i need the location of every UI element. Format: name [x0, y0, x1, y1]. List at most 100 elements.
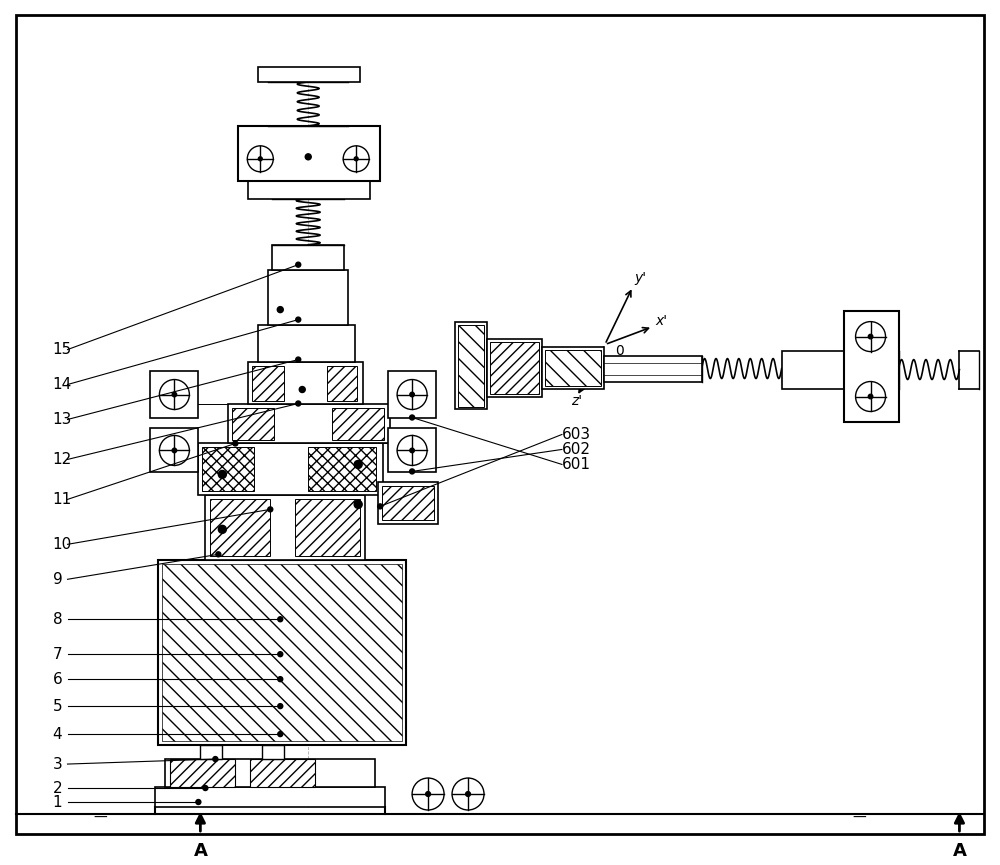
Circle shape: [233, 441, 238, 446]
Circle shape: [296, 317, 301, 322]
Circle shape: [159, 435, 189, 465]
Text: 8: 8: [53, 612, 62, 627]
Text: x': x': [656, 314, 668, 328]
Circle shape: [216, 552, 221, 557]
Bar: [248, 362, 363, 403]
Circle shape: [856, 322, 886, 351]
Circle shape: [278, 651, 283, 657]
Text: 10: 10: [53, 537, 72, 552]
Text: 9: 9: [53, 572, 62, 586]
Bar: [382, 486, 434, 521]
Text: 602: 602: [562, 442, 591, 457]
Bar: [238, 125, 380, 181]
Text: —: —: [853, 811, 866, 825]
Text: A: A: [952, 842, 966, 860]
Text: 14: 14: [53, 377, 72, 392]
Bar: [378, 483, 438, 524]
Text: —: —: [94, 811, 107, 825]
Bar: [487, 338, 542, 396]
Text: 7: 7: [53, 647, 62, 662]
Bar: [388, 428, 436, 472]
Text: 12: 12: [53, 452, 72, 467]
Bar: [248, 181, 370, 199]
Circle shape: [868, 335, 873, 339]
Text: 4: 4: [53, 727, 62, 741]
Text: 13: 13: [53, 412, 72, 427]
Text: 1: 1: [53, 795, 62, 810]
Circle shape: [296, 401, 301, 406]
Bar: [150, 370, 198, 419]
Circle shape: [354, 500, 362, 509]
Bar: [205, 496, 365, 561]
Text: 6: 6: [53, 671, 62, 687]
Text: A: A: [193, 842, 207, 860]
Circle shape: [278, 703, 283, 708]
Bar: [327, 366, 357, 400]
Bar: [200, 745, 222, 759]
Circle shape: [172, 392, 177, 397]
Circle shape: [397, 380, 427, 409]
Bar: [458, 324, 484, 407]
Bar: [232, 407, 274, 440]
Circle shape: [378, 504, 383, 509]
Circle shape: [466, 791, 470, 797]
Bar: [604, 356, 702, 381]
Circle shape: [397, 435, 427, 465]
Bar: [332, 407, 384, 440]
Circle shape: [258, 157, 262, 161]
Text: 601: 601: [562, 457, 591, 472]
Circle shape: [410, 469, 415, 474]
Bar: [388, 370, 436, 419]
Circle shape: [354, 157, 358, 161]
Circle shape: [277, 306, 283, 312]
Bar: [542, 347, 604, 388]
Circle shape: [410, 448, 414, 452]
Circle shape: [203, 785, 208, 791]
Bar: [782, 350, 844, 388]
Bar: [170, 759, 235, 787]
Text: 2: 2: [53, 780, 62, 796]
Text: 15: 15: [53, 342, 72, 357]
Circle shape: [412, 778, 444, 810]
Circle shape: [296, 262, 301, 267]
Bar: [268, 270, 348, 324]
Bar: [272, 245, 344, 270]
Text: z': z': [571, 394, 582, 407]
Circle shape: [343, 146, 369, 172]
Circle shape: [305, 154, 311, 160]
Circle shape: [268, 507, 273, 512]
Circle shape: [278, 617, 283, 622]
Bar: [258, 67, 360, 82]
Circle shape: [218, 471, 226, 478]
Circle shape: [354, 460, 362, 469]
Bar: [155, 787, 385, 807]
Bar: [210, 499, 270, 556]
Bar: [490, 342, 539, 394]
Circle shape: [299, 387, 305, 393]
Bar: [198, 444, 383, 496]
Circle shape: [247, 146, 273, 172]
Bar: [455, 322, 487, 409]
Circle shape: [426, 791, 430, 797]
Circle shape: [856, 381, 886, 412]
Circle shape: [196, 799, 201, 804]
Text: 11: 11: [53, 492, 72, 507]
Text: 603: 603: [562, 427, 591, 442]
Bar: [295, 499, 360, 556]
Circle shape: [278, 676, 283, 682]
Circle shape: [172, 448, 177, 452]
Bar: [252, 366, 284, 400]
Bar: [202, 447, 254, 491]
Circle shape: [218, 525, 226, 534]
Circle shape: [296, 357, 301, 362]
Bar: [250, 759, 315, 787]
Circle shape: [868, 394, 873, 399]
Circle shape: [159, 380, 189, 409]
Bar: [844, 311, 899, 422]
Circle shape: [278, 732, 283, 737]
Circle shape: [213, 757, 218, 761]
Bar: [150, 428, 198, 472]
Circle shape: [452, 778, 484, 810]
Circle shape: [410, 415, 415, 420]
Bar: [158, 561, 406, 745]
